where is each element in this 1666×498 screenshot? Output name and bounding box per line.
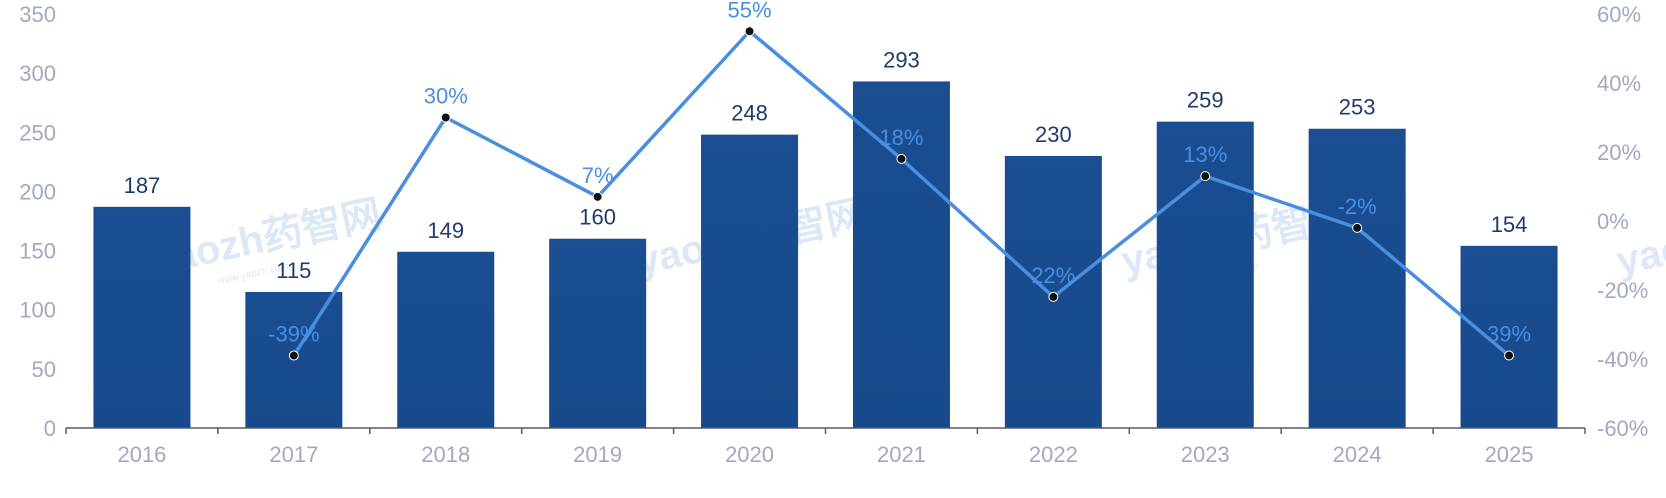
- x-tick-label: 2023: [1181, 442, 1230, 467]
- x-tick-label: 2017: [269, 442, 318, 467]
- bar-2016: [93, 206, 191, 428]
- line-point-2017: [288, 350, 299, 361]
- right-tick-label: -20%: [1597, 278, 1648, 303]
- bar-value-label: 160: [579, 205, 616, 230]
- left-tick-label: 300: [19, 61, 56, 86]
- line-point-2018: [440, 112, 451, 123]
- bar-value-label: 115: [276, 258, 311, 283]
- right-tick-label: -40%: [1597, 347, 1648, 372]
- left-tick-label: 200: [19, 179, 56, 204]
- line-layer: [288, 26, 1515, 361]
- line-point-2023: [1200, 171, 1211, 182]
- left-tick-label: 250: [19, 120, 56, 145]
- bar-value-label: 293: [883, 47, 920, 72]
- right-tick-label: -60%: [1597, 416, 1648, 441]
- x-tick-label: 2025: [1485, 442, 1534, 467]
- growth-value-label: 13%: [1183, 142, 1227, 167]
- growth-value-label: 55%: [728, 0, 772, 22]
- x-tick-label: 2019: [573, 442, 622, 467]
- x-tick-label: 2020: [725, 442, 774, 467]
- line-point-2021: [896, 153, 907, 164]
- x-tick-label: 2016: [117, 442, 166, 467]
- x-tick-label: 2018: [421, 442, 470, 467]
- growth-value-label: -39%: [268, 322, 319, 347]
- bar-value-label: 154: [1491, 212, 1528, 237]
- line-point-2022: [1048, 291, 1059, 302]
- right-tick-label: 40%: [1597, 71, 1641, 96]
- x-tick-label: 2021: [877, 442, 926, 467]
- left-tick-label: 350: [19, 2, 56, 27]
- growth-value-label: 22%: [1031, 263, 1075, 288]
- bar-2020: [701, 134, 799, 428]
- x-tick-label: 2022: [1029, 442, 1078, 467]
- bars-layer: [93, 81, 1558, 429]
- growth-value-label: 39%: [1487, 322, 1531, 347]
- axes-layer: 2016 2017 2018 2019 2020 2021 2022 2023 2024 2025…: [19, 2, 1648, 467]
- left-tick-label: 150: [19, 239, 56, 264]
- bar-value-label: 149: [427, 218, 464, 243]
- left-tick-label: 50: [32, 357, 56, 382]
- line-point-2024: [1352, 222, 1363, 233]
- line-point-2020: [744, 26, 755, 37]
- right-tick-label: 20%: [1597, 140, 1641, 165]
- bar-2018: [397, 251, 495, 428]
- line-point-2025: [1504, 350, 1515, 361]
- bar-value-label: 187: [124, 173, 161, 198]
- left-tick-label: 0: [44, 416, 56, 441]
- bar-2023: [1156, 121, 1254, 428]
- labels-layer: 187 115 149 160 248 293 230 259 253 154 -39% 30% 7% 5…: [124, 0, 1531, 347]
- right-tick-label: 0%: [1597, 209, 1629, 234]
- watermark-logo: yaozh药智网: [1613, 192, 1666, 284]
- growth-value-label: 30%: [424, 84, 468, 109]
- bar-2024: [1308, 128, 1406, 429]
- growth-value-label: 7%: [582, 163, 614, 188]
- bar-2019: [549, 238, 647, 428]
- bar-value-label: 248: [731, 101, 768, 126]
- bar-value-label: 253: [1339, 95, 1376, 120]
- bar-value-label: 259: [1187, 88, 1224, 113]
- bar-2021: [852, 81, 950, 429]
- right-tick-label: 60%: [1597, 2, 1641, 27]
- growth-value-label: 18%: [879, 125, 923, 150]
- bar-2025: [1460, 245, 1558, 428]
- bar-value-label: 230: [1035, 122, 1072, 147]
- left-tick-label: 100: [19, 298, 56, 323]
- x-tick-label: 2024: [1333, 442, 1382, 467]
- growth-value-label: -2%: [1338, 194, 1377, 219]
- line-point-2019: [592, 191, 603, 202]
